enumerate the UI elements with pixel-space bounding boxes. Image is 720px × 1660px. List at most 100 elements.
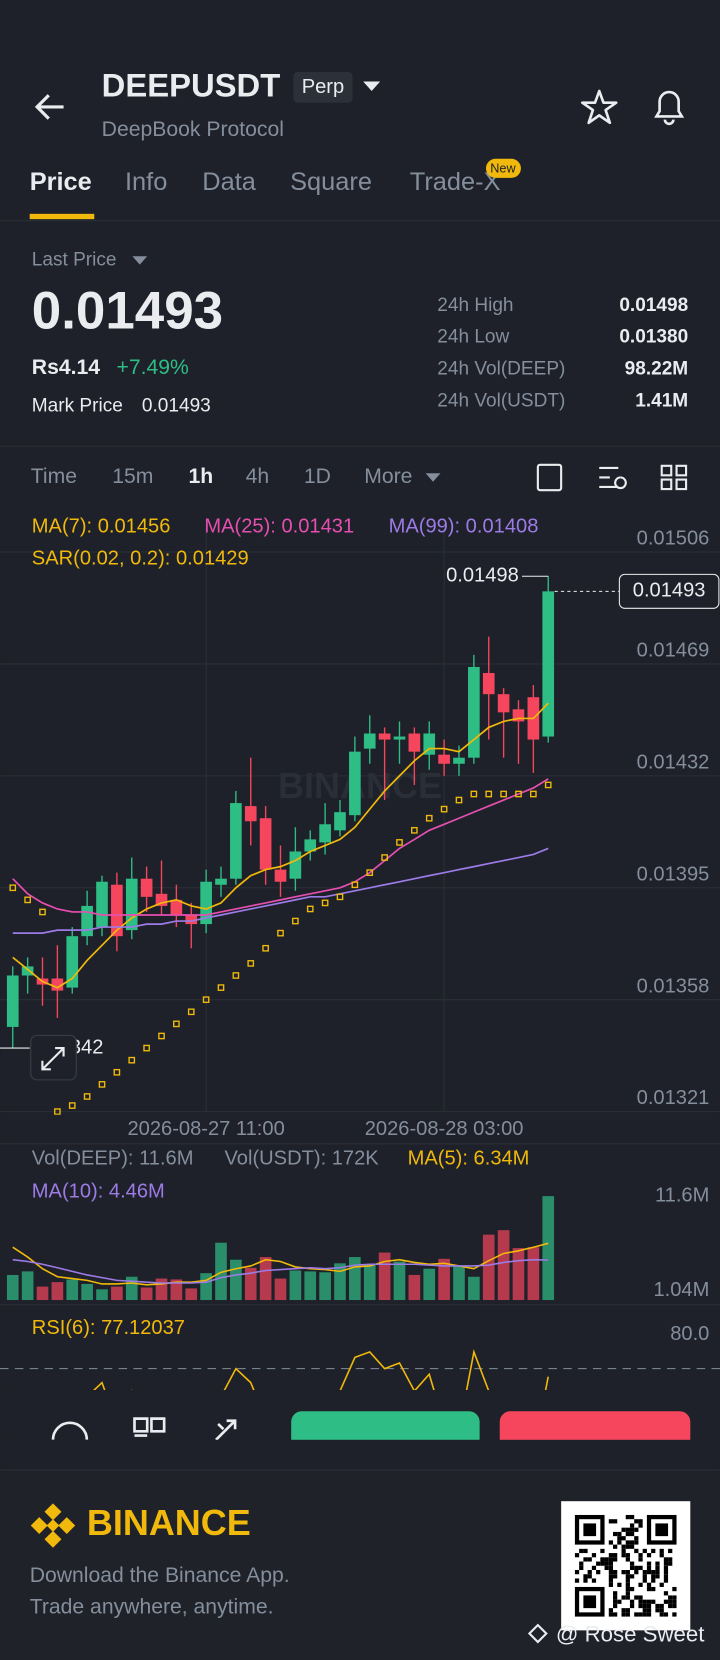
qr-module xyxy=(659,1603,664,1609)
tab[interactable]: Data xyxy=(202,168,257,196)
qr-module xyxy=(634,1527,639,1532)
qr-module xyxy=(574,1553,580,1558)
qr-module xyxy=(604,1557,609,1562)
tab[interactable]: Price xyxy=(30,168,92,196)
sar-dot xyxy=(530,790,537,798)
watermark: @ Rose Sweet xyxy=(556,1622,705,1647)
interval[interactable]: 4h xyxy=(246,465,270,488)
volume-bar xyxy=(482,1234,495,1301)
qr-module xyxy=(668,1561,673,1566)
favorite-button[interactable] xyxy=(580,89,618,125)
tab[interactable]: Square xyxy=(290,168,372,196)
qr-module xyxy=(625,1578,630,1583)
qr-module xyxy=(608,1540,614,1545)
qr-module xyxy=(596,1570,601,1575)
qr-module xyxy=(583,1574,588,1579)
qr-module xyxy=(638,1557,643,1562)
symbol-dropdown[interactable] xyxy=(363,81,381,92)
stats: 24h High 0.01498 24h Low 0.01380 24h Vol(DEE… xyxy=(437,295,688,411)
qr-module xyxy=(621,1536,626,1541)
qr-module xyxy=(608,1582,614,1587)
qr-module xyxy=(672,1612,677,1617)
price-chart: BINANCE0.015060.014690.014320.013950.013… xyxy=(0,516,720,1140)
qr-module xyxy=(634,1540,639,1545)
interval[interactable]: Time xyxy=(31,465,77,488)
x-tick-label: 2026-08-27 11:00 xyxy=(127,1118,284,1140)
volume-bar xyxy=(125,1276,138,1301)
sar-dot xyxy=(470,790,478,798)
sar-dot xyxy=(113,1068,121,1076)
interval[interactable]: 15m xyxy=(112,465,153,488)
qr-module xyxy=(625,1608,630,1613)
qr-module xyxy=(600,1548,605,1554)
back-button[interactable] xyxy=(34,94,64,120)
settings-button[interactable] xyxy=(599,466,627,490)
last-price-tag xyxy=(618,573,720,609)
candle-body xyxy=(274,869,287,882)
candle-body xyxy=(542,591,555,737)
candle-body xyxy=(378,733,391,740)
qr-module xyxy=(634,1565,639,1571)
volume-bar xyxy=(155,1278,168,1301)
qr-module xyxy=(625,1553,630,1558)
local-price: Rs4.14 xyxy=(32,356,100,379)
qr-modules xyxy=(574,1514,677,1617)
qr-module xyxy=(629,1514,635,1520)
qr-module xyxy=(613,1591,618,1596)
sar-dot xyxy=(202,996,210,1004)
action-mask xyxy=(0,1439,720,1470)
qr-module xyxy=(625,1595,630,1600)
qr-module xyxy=(668,1595,673,1600)
tab-indicator xyxy=(29,213,95,220)
qr-module xyxy=(634,1612,639,1617)
qr-module xyxy=(646,1603,652,1609)
y-tick-label: 0.01432 xyxy=(637,751,710,773)
qr-module xyxy=(655,1570,660,1575)
interval[interactable]: 1D xyxy=(304,465,331,488)
candle-body xyxy=(21,966,34,976)
qr-module xyxy=(608,1570,614,1575)
tab[interactable]: Trade-X xyxy=(410,168,501,196)
qr-module xyxy=(625,1514,630,1520)
fullscreen-button[interactable] xyxy=(536,463,563,492)
interval[interactable]: More xyxy=(364,465,412,488)
trade-button[interactable] xyxy=(215,1419,237,1441)
more-button[interactable] xyxy=(51,1421,89,1440)
alert-button[interactable] xyxy=(654,90,685,126)
volume-bar xyxy=(111,1286,123,1301)
qr-module xyxy=(613,1612,618,1617)
volume-bar xyxy=(527,1247,540,1301)
qr-module xyxy=(613,1553,618,1558)
action-icons xyxy=(51,1417,237,1441)
qr-module xyxy=(625,1557,630,1562)
volume-bar xyxy=(185,1288,198,1301)
qr-module xyxy=(617,1599,622,1604)
x-tick-label: 2026-08-28 03:00 xyxy=(365,1118,524,1140)
qr-module xyxy=(638,1595,643,1600)
tab[interactable]: Info xyxy=(125,168,167,196)
qr-module xyxy=(629,1599,635,1604)
qr-module xyxy=(629,1527,635,1532)
layout-button[interactable] xyxy=(660,464,688,491)
qr-module xyxy=(655,1561,660,1566)
qr-module xyxy=(642,1608,647,1613)
volume-bar xyxy=(319,1272,331,1301)
volume-bar xyxy=(363,1264,376,1301)
qr-module xyxy=(629,1531,635,1537)
sar-dot xyxy=(500,790,507,798)
candle-body xyxy=(51,978,64,991)
qr-module xyxy=(642,1548,647,1554)
qr-module xyxy=(617,1536,622,1541)
qr-module xyxy=(596,1561,601,1566)
qr-module xyxy=(668,1599,673,1604)
candle-body xyxy=(259,818,272,870)
qr-module xyxy=(651,1574,656,1579)
candle-body xyxy=(230,803,242,879)
interval[interactable]: 1h xyxy=(188,465,213,488)
qr-module xyxy=(663,1557,669,1562)
divider xyxy=(0,1304,720,1306)
grid-button[interactable] xyxy=(133,1417,166,1437)
new-badge: New xyxy=(490,162,516,176)
volume-tick-label: 1.04M xyxy=(653,1279,709,1301)
candle-body xyxy=(512,709,525,722)
